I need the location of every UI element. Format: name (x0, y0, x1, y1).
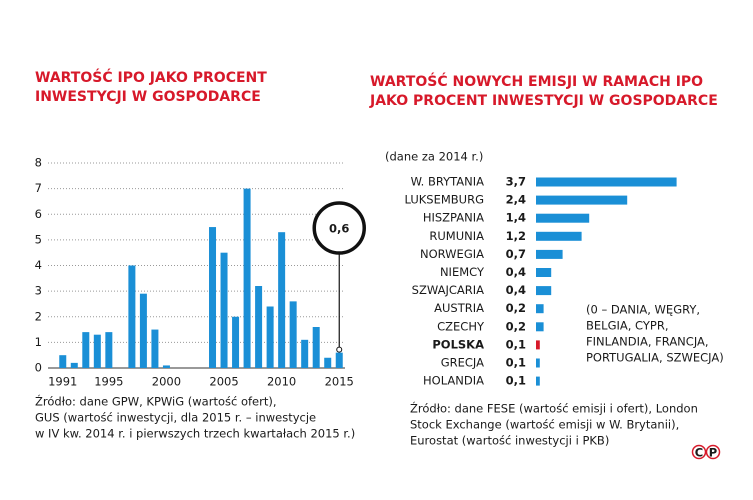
bar (301, 339, 309, 368)
callout-circle (312, 201, 366, 255)
source: w IV kw. 2014 r. i pierwszych trzech kwa… (35, 427, 355, 441)
bar (93, 334, 101, 368)
bar (243, 188, 251, 368)
bar (536, 358, 540, 368)
source: GUS (wartość inwestycji, dla 2015 r. – i… (35, 411, 316, 425)
category-label: RUMUNIA (429, 229, 484, 243)
bar (536, 286, 552, 296)
value-label: 1,2 (506, 229, 526, 243)
bar (536, 249, 563, 259)
x-tick-label: 2000 (152, 375, 181, 389)
chart-title: WARTOŚĆ NOWYCH EMISJI W RAMACH IPO (370, 72, 703, 90)
bar (70, 362, 78, 368)
note: FINLANDIA, FRANCJA, (586, 335, 709, 349)
value-label: 0,1 (506, 374, 526, 388)
x-tick-label: 1995 (94, 375, 123, 389)
y-tick-label: 7 (35, 181, 42, 195)
logo-letter: P (709, 446, 717, 460)
bar (266, 306, 274, 368)
bar (536, 231, 582, 241)
bar (335, 352, 343, 368)
y-tick-label: 6 (35, 207, 42, 221)
category-label: SZWAJCARIA (412, 283, 484, 297)
value-label: 1,4 (506, 211, 526, 225)
y-tick-label: 8 (35, 156, 42, 170)
y-tick-label: 5 (35, 232, 42, 246)
bar (82, 332, 90, 368)
value-label: 0,4 (506, 265, 526, 279)
bar (151, 329, 159, 368)
value-label: 3,7 (506, 175, 526, 189)
chart-title: WARTOŚĆ IPO JAKO PROCENT (35, 68, 267, 86)
y-tick-label: 3 (35, 284, 42, 298)
subtitle: (dane za 2014 r.) (385, 150, 483, 164)
x-tick-label: 1991 (48, 375, 77, 389)
category-label: NIEMCY (440, 265, 485, 279)
bar (232, 316, 240, 368)
bar (128, 265, 136, 368)
bar (278, 232, 286, 368)
source: Stock Exchange (wartość emisji w W. Bryt… (410, 418, 679, 432)
bar (220, 252, 228, 368)
value-label: 0,2 (506, 301, 526, 315)
y-tick-label: 2 (35, 309, 42, 323)
value-label: 0,1 (506, 337, 526, 351)
logo-circle (705, 444, 721, 460)
bar (536, 195, 628, 205)
category-label: GRECJA (441, 356, 484, 370)
category-label: CZECHY (437, 319, 485, 333)
source: Źródło: dane GPW, KPWiG (wartość ofert), (35, 394, 277, 409)
logo-letter: C (695, 446, 703, 460)
bar (312, 327, 320, 368)
x-tick-label: 2010 (267, 375, 296, 389)
bar (536, 268, 552, 277)
bar (536, 376, 540, 386)
category-label: HOLANDIA (423, 374, 484, 388)
bar (139, 293, 147, 368)
logo-circle (691, 444, 707, 460)
category-label: W. BRYTANIA (411, 175, 485, 189)
note: BELGIA, CYPR, (586, 319, 668, 333)
bar (536, 340, 540, 350)
bar (536, 322, 544, 332)
bar (162, 365, 170, 368)
source: Źródło: dane FESE (wartość emisji i ofer… (410, 401, 698, 416)
note: (0 – DANIA, WĘGRY, (586, 303, 700, 317)
bar (536, 304, 544, 314)
y-tick-label: 0 (35, 361, 42, 375)
category-label: AUSTRIA (434, 301, 484, 315)
bar (59, 355, 67, 368)
callout-dot (336, 346, 343, 353)
callout-label: 0,6 (329, 222, 349, 236)
y-tick-label: 1 (35, 335, 42, 349)
bar (209, 227, 217, 368)
x-tick-label: 2005 (209, 375, 238, 389)
source: Eurostat (wartość inwestycji i PKB) (410, 434, 609, 448)
x-tick-label: 2015 (325, 375, 354, 389)
category-label: HISZPANIA (423, 211, 484, 225)
category-label: NORWEGIA (420, 247, 484, 261)
note: PORTUGALIA, SZWECJA) (586, 351, 724, 365)
y-tick-label: 4 (35, 258, 42, 272)
value-label: 0,4 (506, 283, 526, 297)
value-label: 2,4 (506, 193, 526, 207)
value-label: 0,7 (506, 247, 526, 261)
bar (536, 213, 590, 223)
bar (289, 301, 297, 368)
chart-title: JAKO PROCENT INWESTYCJI W GOSPODARCE (369, 93, 718, 109)
bar (324, 357, 332, 368)
value-label: 0,2 (506, 319, 526, 333)
chart-title: INWESTYCJI W GOSPODARCE (35, 89, 261, 105)
bar (536, 177, 677, 187)
bar (105, 332, 113, 368)
bar (255, 286, 263, 368)
value-label: 0,1 (506, 356, 526, 370)
category-label: LUKSEMBURG (405, 193, 485, 207)
category-label: POLSKA (432, 337, 484, 351)
